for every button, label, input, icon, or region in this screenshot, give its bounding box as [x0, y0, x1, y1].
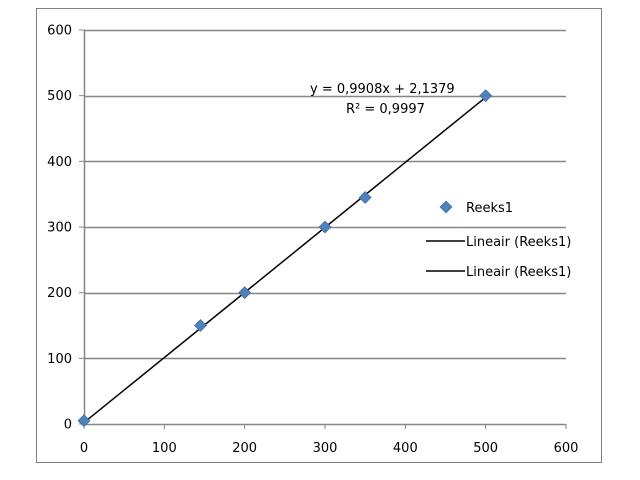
- data-point: [318, 220, 332, 234]
- y-tick-label-400: 400: [47, 155, 72, 170]
- data-point: [479, 89, 493, 103]
- r-squared-label: R² = 0,9997: [346, 102, 425, 117]
- data-point: [194, 319, 207, 332]
- legend-label-2: Lineair (Reeks1): [466, 265, 571, 280]
- trendline: [83, 96, 487, 424]
- y-tick-label-100: 100: [47, 352, 72, 367]
- x-tick-label-600: 600: [554, 441, 579, 456]
- x-tick-label-200: 200: [232, 441, 257, 456]
- data-point: [358, 191, 372, 204]
- legend-marker-0: [439, 200, 453, 214]
- legend-label-0: Reeks1: [466, 201, 513, 216]
- x-tick-label-500: 500: [473, 441, 498, 456]
- y-tick-label-500: 500: [47, 89, 72, 104]
- y-tick-label-600: 600: [47, 24, 72, 39]
- data-point: [238, 286, 252, 300]
- y-tick-labels: 0 100 200 300 400 500 600: [47, 24, 72, 433]
- trendline-group: [83, 96, 487, 424]
- legend-label-1: Lineair (Reeks1): [466, 235, 571, 250]
- data-points: [77, 89, 493, 428]
- x-tick-label-0: 0: [80, 441, 88, 456]
- x-tick-label-400: 400: [393, 441, 418, 456]
- x-tick-label-100: 100: [152, 441, 177, 456]
- y-tick-label-300: 300: [47, 221, 72, 236]
- grid-lines: [84, 29, 566, 360]
- data-point: [77, 414, 91, 428]
- chart-border: [36, 8, 602, 463]
- trendline-equation: y = 0,9908x + 2,1379: [310, 82, 455, 97]
- y-tick-label-200: 200: [47, 286, 72, 301]
- y-tick-label-0: 0: [64, 418, 72, 433]
- axes: [79, 29, 567, 429]
- x-tick-label-300: 300: [313, 441, 338, 456]
- legend: Reeks1 Lineair (Reeks1) Lineair (Reeks1): [426, 200, 571, 280]
- x-tick-labels: 0 100 200 300 400 500 600: [80, 441, 579, 456]
